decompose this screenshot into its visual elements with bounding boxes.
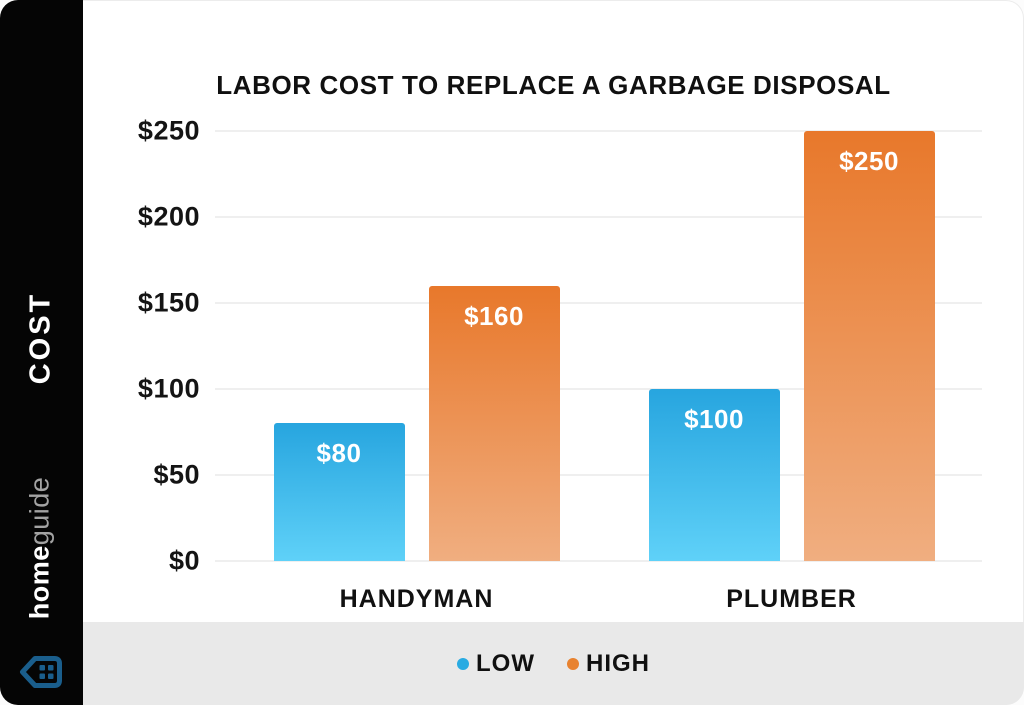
category-label-plumber: PLUMBER (726, 585, 857, 613)
bar-handyman-high: $160 (428, 285, 560, 561)
logo-home-text: home (24, 545, 55, 620)
homeguide-logo: homeguide (25, 477, 56, 620)
y-tick-label: $50 (153, 459, 200, 490)
y-tick-label: $100 (137, 373, 200, 404)
legend-dot-high (566, 657, 579, 670)
sidebar: COST homeguide (0, 0, 83, 705)
category-label-handyman: HANDYMAN (339, 585, 494, 613)
y-tick-label: $250 (137, 115, 200, 146)
gridline-100 (215, 388, 982, 390)
bar-value-label: $100 (684, 404, 744, 434)
bar-plumber-high: $250 (803, 131, 935, 561)
y-tick-label: $150 (137, 287, 200, 318)
gridline-200 (215, 216, 982, 218)
gridline-150 (215, 302, 982, 304)
house-icon (20, 656, 62, 688)
legend-item-low: LOW (457, 650, 535, 678)
legend-dot-low (457, 657, 469, 670)
chart-title: LABOR COST TO REPLACE A GARBAGE DISPOSAL (216, 70, 891, 101)
bar-value-label: $250 (839, 146, 899, 176)
bar-handyman-low: $80 (273, 423, 405, 561)
bar-value-label: $80 (316, 438, 362, 469)
gridline-50 (215, 474, 982, 476)
y-axis-title: COST (24, 291, 57, 385)
legend-label: HIGH (585, 649, 650, 677)
bar-plumber-low: $100 (648, 389, 780, 561)
legend-item-high: HIGH (566, 649, 650, 678)
gridline-250 (215, 130, 982, 132)
legend-label: LOW (476, 649, 535, 677)
bar-value-label: $160 (464, 300, 524, 331)
y-tick-label: $200 (137, 201, 200, 232)
logo-guide-text: guide (24, 476, 55, 546)
y-tick-label: $0 (168, 545, 200, 576)
legend: LOW HIGH (83, 622, 1024, 705)
gridline-0 (215, 560, 982, 562)
